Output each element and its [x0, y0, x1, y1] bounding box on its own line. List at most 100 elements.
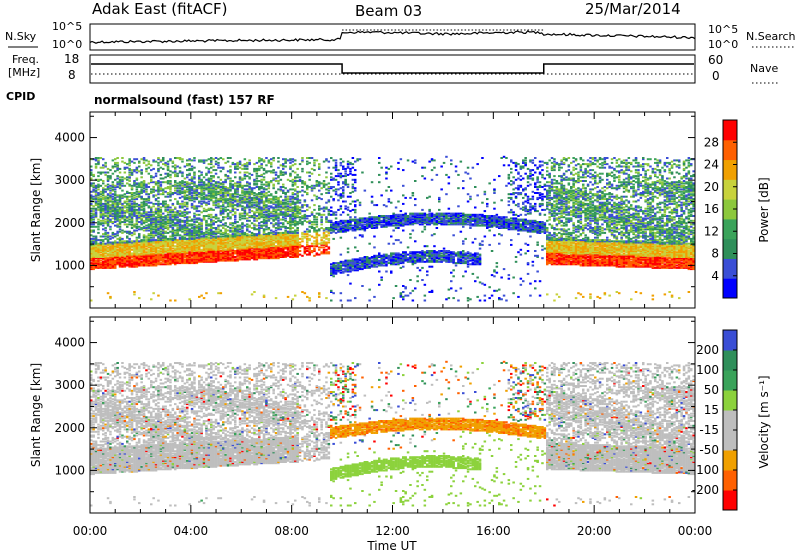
- heatmap-cell: [104, 199, 107, 202]
- heatmap-cell: [94, 187, 98, 190]
- heatmap-cell: [207, 202, 211, 205]
- heatmap-cell: [334, 161, 338, 164]
- heatmap-cell: [94, 158, 98, 161]
- heatmap-cell: [212, 219, 215, 222]
- heatmap-cell: [169, 173, 172, 176]
- heatmap-cell: [337, 194, 340, 197]
- heatmap-cell: [140, 260, 143, 263]
- heatmap-cell: [181, 224, 184, 227]
- heatmap-cell: [133, 206, 136, 209]
- heatmap-cell: [128, 250, 131, 252]
- heatmap-cell: [116, 241, 119, 244]
- heatmap-cell: [135, 212, 139, 215]
- heatmap-cell: [111, 206, 115, 209]
- heatmap-cell: [138, 207, 141, 210]
- heatmap-cell: [318, 246, 321, 249]
- heatmap-cell: [126, 195, 129, 198]
- heatmap-cell: [106, 241, 110, 244]
- heatmap-cell: [241, 222, 244, 225]
- heatmap-cell: [109, 265, 112, 268]
- heatmap-cell: [104, 237, 107, 240]
- heatmap-cell: [337, 181, 340, 184]
- heatmap-cell: [126, 231, 129, 234]
- heatmap-cell: [186, 211, 189, 214]
- heatmap-cell: [138, 256, 141, 258]
- heatmap-cell: [301, 170, 304, 173]
- heatmap-cell: [236, 193, 239, 196]
- heatmap-cell: [291, 178, 295, 181]
- heatmap-cell: [97, 200, 100, 203]
- heatmap-cell: [313, 240, 316, 243]
- heatmap-cell: [313, 254, 316, 257]
- heatmap-cell: [116, 175, 119, 178]
- heatmap-cell: [116, 201, 119, 204]
- heatmap-cell: [152, 292, 155, 295]
- heatmap-cell: [284, 219, 287, 222]
- heatmap-cell: [334, 217, 338, 220]
- heatmap-cell: [116, 194, 119, 197]
- heatmap-cell: [320, 246, 323, 249]
- heatmap-cell: [142, 215, 146, 217]
- heatmap-cell: [284, 187, 287, 190]
- heatmap-cell: [102, 263, 105, 266]
- heatmap-cell: [325, 158, 328, 161]
- heatmap-cell: [102, 189, 105, 192]
- heatmap-cell: [253, 211, 256, 214]
- heatmap-cell: [106, 224, 110, 227]
- heatmap-cell: [109, 206, 112, 209]
- heatmap-cell: [315, 183, 319, 186]
- heatmap-cell: [109, 246, 112, 249]
- heatmap-cell: [224, 198, 227, 201]
- heatmap-cell: [128, 177, 131, 180]
- heatmap-cell: [339, 299, 343, 302]
- heatmap-cell: [214, 181, 218, 184]
- heatmap-cell: [210, 213, 213, 216]
- heatmap-cell: [226, 187, 230, 190]
- heatmap-cell: [126, 245, 129, 248]
- heatmap-cell: [260, 166, 263, 169]
- heatmap-cell: [99, 208, 103, 211]
- heatmap-cell: [140, 172, 143, 175]
- heatmap-cell: [157, 164, 160, 167]
- heatmap-cell: [320, 251, 323, 254]
- heatmap-cell: [140, 254, 143, 257]
- heatmap-cell: [236, 224, 239, 227]
- heatmap-cell: [330, 195, 333, 198]
- heatmap-cell: [234, 215, 237, 217]
- heatmap-cell: [97, 196, 100, 199]
- heatmap-cell: [241, 184, 244, 187]
- heatmap-cell: [150, 236, 153, 239]
- heatmap-cell: [310, 221, 314, 223]
- heatmap-cell: [236, 257, 239, 260]
- heatmap-cell: [118, 242, 122, 245]
- heatmap-cell: [222, 216, 225, 219]
- heatmap-cell: [97, 262, 100, 265]
- heatmap-cell: [126, 211, 129, 214]
- heatmap-cell: [135, 225, 139, 228]
- heatmap-cell: [130, 253, 134, 256]
- heatmap-cell: [306, 204, 309, 207]
- heatmap-cell: [250, 246, 254, 249]
- heatmap-cell: [157, 294, 160, 297]
- heatmap-cell: [174, 164, 177, 167]
- heatmap-cell: [114, 201, 117, 204]
- heatmap-cell: [123, 250, 127, 252]
- heatmap-cell: [109, 253, 112, 256]
- heatmap-cell: [282, 211, 285, 214]
- heatmap-cell: [306, 233, 309, 236]
- heatmap-cell: [282, 199, 285, 202]
- heatmap-cell: [258, 157, 261, 159]
- heatmap-cell: [294, 212, 297, 215]
- heatmap-cell: [183, 213, 187, 216]
- heatmap-cell: [109, 192, 112, 194]
- heatmap-cell: [166, 247, 170, 250]
- heatmap-cell: [150, 217, 153, 220]
- heatmap-cell: [118, 218, 122, 221]
- heatmap-cell: [97, 199, 100, 202]
- heatmap-cell: [90, 190, 93, 193]
- heatmap-cell: [190, 194, 194, 197]
- heatmap-cell: [176, 172, 179, 175]
- heatmap-cell: [310, 167, 314, 170]
- heatmap-cell: [289, 206, 292, 209]
- heatmap-cell: [217, 224, 220, 227]
